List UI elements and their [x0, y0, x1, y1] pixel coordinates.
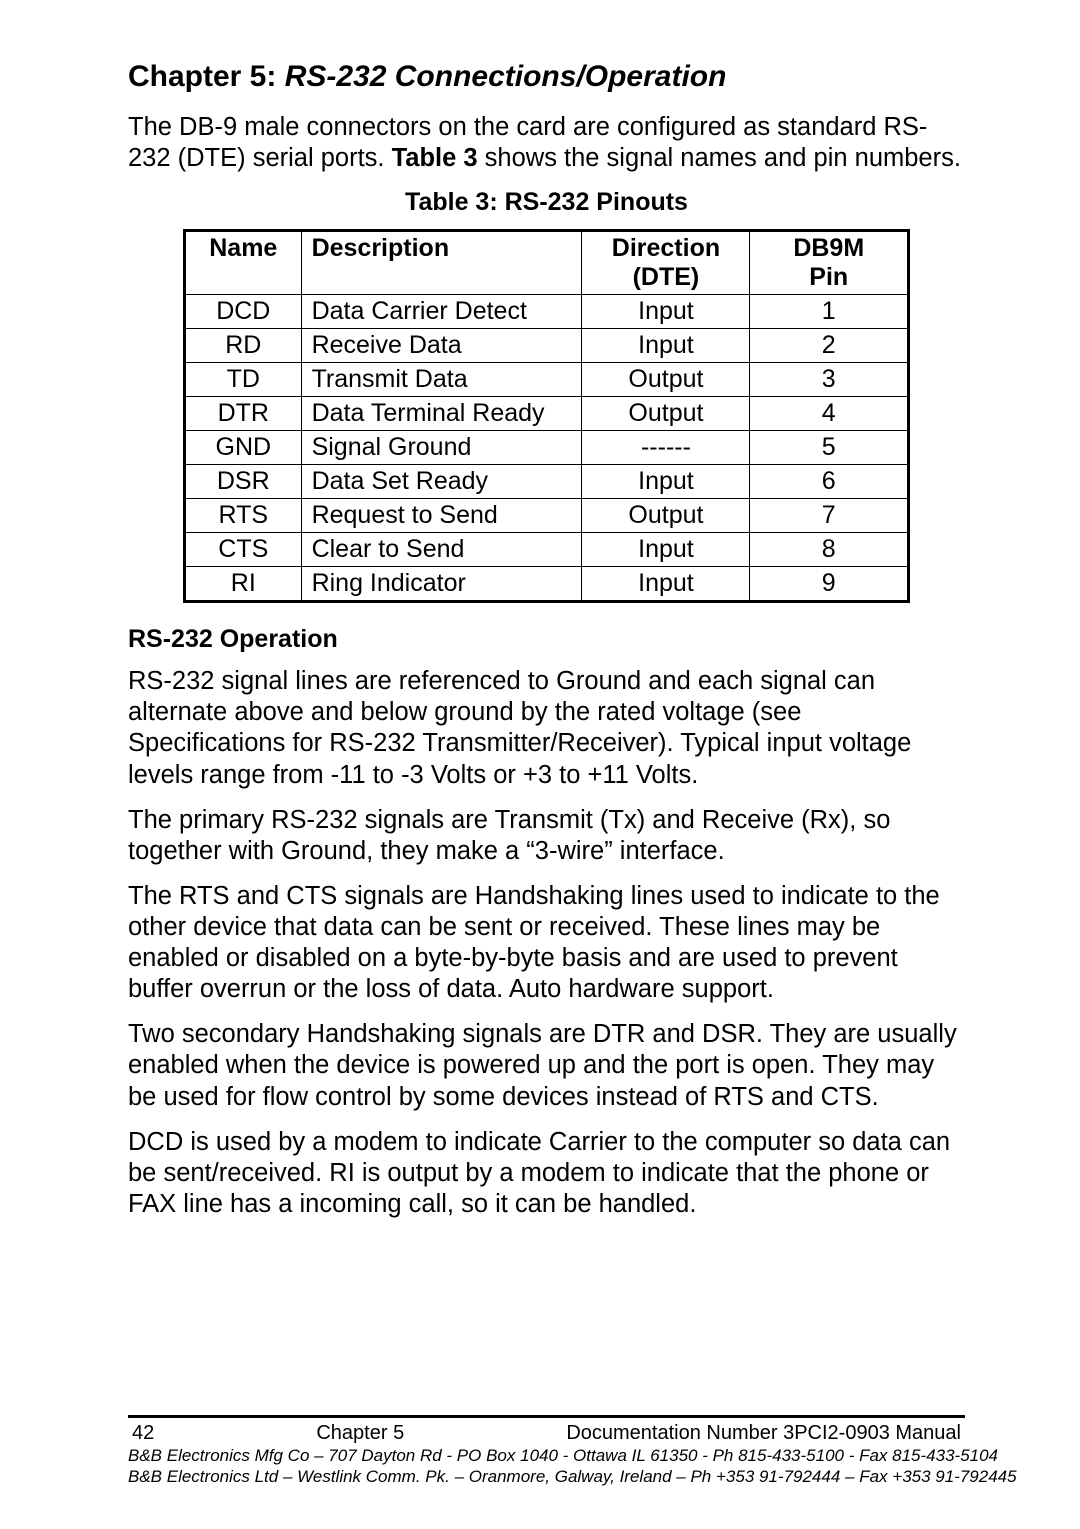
- th-pin: DB9M Pin: [750, 231, 909, 295]
- cell-name: RI: [185, 567, 302, 602]
- cell-desc: Data Carrier Detect: [301, 295, 582, 329]
- th-name: Name: [185, 231, 302, 295]
- cell-desc: Signal Ground: [301, 431, 582, 465]
- table-row: GND Signal Ground ------ 5: [185, 431, 909, 465]
- cell-pin: 4: [750, 397, 909, 431]
- cell-desc: Request to Send: [301, 499, 582, 533]
- cell-name: RTS: [185, 499, 302, 533]
- operation-p3: The RTS and CTS signals are Handshaking …: [128, 881, 965, 1005]
- operation-p4: Two secondary Handshaking signals are DT…: [128, 1019, 965, 1112]
- cell-pin: 5: [750, 431, 909, 465]
- cell-desc: Clear to Send: [301, 533, 582, 567]
- table-row: TD Transmit Data Output 3: [185, 363, 909, 397]
- table-row: CTS Clear to Send Input 8: [185, 533, 909, 567]
- intro-paragraph: The DB-9 male connectors on the card are…: [128, 112, 965, 174]
- th-description: Description: [301, 231, 582, 295]
- chapter-title: Chapter 5: RS-232 Connections/Operation: [128, 60, 965, 94]
- table-caption: Table 3: RS-232 Pinouts: [128, 188, 965, 217]
- cell-pin: 7: [750, 499, 909, 533]
- cell-pin: 6: [750, 465, 909, 499]
- cell-pin: 2: [750, 329, 909, 363]
- footer-rule: [128, 1415, 965, 1418]
- cell-dir: Output: [582, 397, 750, 431]
- document-page: Chapter 5: RS-232 Connections/Operation …: [0, 0, 1080, 1529]
- footer-line1: 42 Chapter 5 Documentation Number 3PCI2-…: [128, 1422, 965, 1445]
- cell-desc: Data Terminal Ready: [301, 397, 582, 431]
- pinout-tbody: DCD Data Carrier Detect Input 1 RD Recei…: [185, 295, 909, 602]
- th-direction: Direction (DTE): [582, 231, 750, 295]
- page-footer: 42 Chapter 5 Documentation Number 3PCI2-…: [128, 1415, 965, 1488]
- cell-name: GND: [185, 431, 302, 465]
- intro-table-ref: Table 3: [392, 144, 478, 172]
- table-row: DSR Data Set Ready Input 6: [185, 465, 909, 499]
- cell-desc: Transmit Data: [301, 363, 582, 397]
- table-row: DTR Data Terminal Ready Output 4: [185, 397, 909, 431]
- th-pin-l2: Pin: [809, 263, 848, 291]
- chapter-label-prefix: Chapter 5:: [128, 60, 285, 93]
- cell-dir: Input: [582, 465, 750, 499]
- th-pin-l1: DB9M: [793, 234, 864, 262]
- th-direction-l1: Direction: [612, 234, 720, 262]
- intro-post: shows the signal names and pin numbers.: [478, 144, 961, 172]
- table-row: RD Receive Data Input 2: [185, 329, 909, 363]
- cell-pin: 9: [750, 567, 909, 602]
- chapter-title-italic: RS-232 Connections/Operation: [285, 60, 727, 93]
- operation-p5: DCD is used by a modem to indicate Carri…: [128, 1127, 965, 1220]
- cell-desc: Ring Indicator: [301, 567, 582, 602]
- cell-dir: Input: [582, 533, 750, 567]
- table-row: DCD Data Carrier Detect Input 1: [185, 295, 909, 329]
- cell-name: DCD: [185, 295, 302, 329]
- cell-dir: ------: [582, 431, 750, 465]
- cell-pin: 1: [750, 295, 909, 329]
- footer-chapter-label: Chapter 5: [316, 1422, 404, 1445]
- pinout-table: Name Description Direction (DTE) DB9M Pi…: [183, 229, 910, 603]
- cell-name: TD: [185, 363, 302, 397]
- table-row: RI Ring Indicator Input 9: [185, 567, 909, 602]
- operation-p1: RS-232 signal lines are referenced to Gr…: [128, 666, 965, 790]
- footer-addr1: B&B Electronics Mfg Co – 707 Dayton Rd -…: [128, 1445, 965, 1466]
- cell-name: CTS: [185, 533, 302, 567]
- table-header-row: Name Description Direction (DTE) DB9M Pi…: [185, 231, 909, 295]
- table-row: RTS Request to Send Output 7: [185, 499, 909, 533]
- cell-dir: Input: [582, 567, 750, 602]
- cell-desc: Receive Data: [301, 329, 582, 363]
- operation-p2: The primary RS-232 signals are Transmit …: [128, 805, 965, 867]
- footer-addr2: B&B Electronics Ltd – Westlink Comm. Pk.…: [128, 1466, 965, 1487]
- footer-doc-number: Documentation Number 3PCI2-0903 Manual: [566, 1422, 961, 1445]
- operation-heading: RS-232 Operation: [128, 625, 965, 654]
- cell-name: RD: [185, 329, 302, 363]
- cell-dir: Input: [582, 295, 750, 329]
- cell-name: DTR: [185, 397, 302, 431]
- th-direction-l2: (DTE): [633, 263, 700, 291]
- cell-dir: Output: [582, 499, 750, 533]
- cell-dir: Input: [582, 329, 750, 363]
- cell-dir: Output: [582, 363, 750, 397]
- footer-page-number: 42: [132, 1422, 154, 1445]
- cell-desc: Data Set Ready: [301, 465, 582, 499]
- cell-pin: 8: [750, 533, 909, 567]
- cell-name: DSR: [185, 465, 302, 499]
- cell-pin: 3: [750, 363, 909, 397]
